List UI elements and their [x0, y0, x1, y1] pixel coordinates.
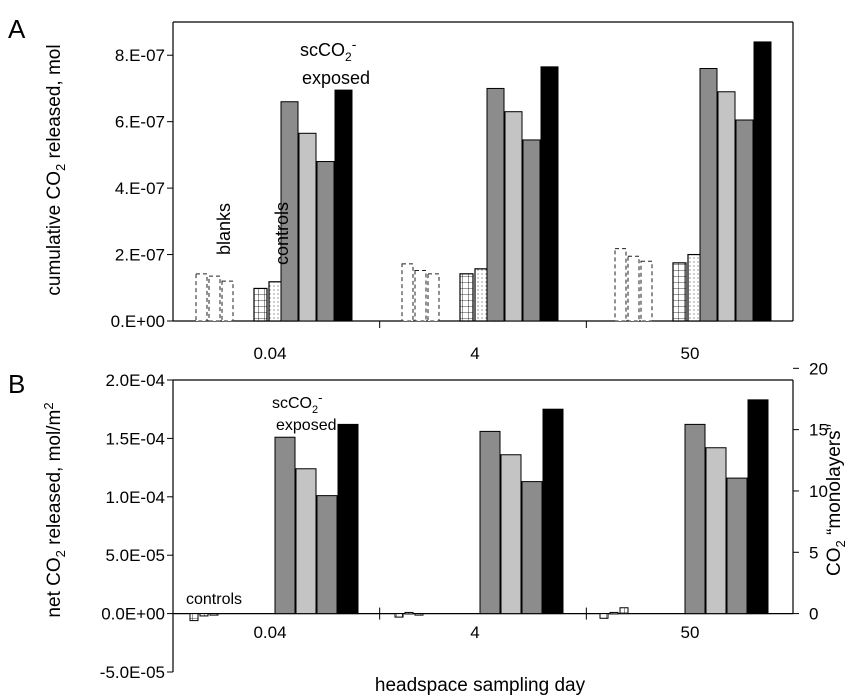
bar-control [209, 613, 219, 616]
bar-scco2-exposed [521, 481, 543, 615]
bar-blank [427, 273, 440, 322]
bar-scco2-exposed [316, 161, 335, 322]
bar-control [414, 613, 424, 616]
y-tick-label: 2.0E-04 [105, 371, 165, 390]
bar-scco2-exposed [486, 87, 505, 322]
x-axis-title: headspace sampling day [375, 675, 586, 696]
bar-blank [627, 255, 640, 322]
bar-control [394, 613, 404, 618]
bar-blank [640, 260, 653, 322]
x-tick-label: 0.04 [253, 623, 286, 642]
y2-tick-label: 15 [809, 421, 828, 440]
y-tick-label: 1.0E-04 [105, 488, 165, 507]
panel-b-label: B [8, 369, 25, 399]
annotation-controls: controls [272, 202, 292, 265]
annotation-exposed-line2: exposed [302, 68, 370, 88]
bar-control [189, 613, 199, 622]
bar-scco2-exposed [522, 139, 541, 322]
y-tick-label: -5.0E-05 [100, 663, 165, 682]
bar-scco2-exposed [705, 447, 727, 615]
bar-scco2-exposed [747, 399, 769, 615]
bar-blank [414, 270, 427, 322]
panel-a-label: A [8, 14, 26, 44]
bar-scco2-exposed [684, 423, 706, 615]
y-tick-label: 6.E-07 [115, 113, 165, 132]
bar-scco2-exposed [753, 41, 772, 322]
bar-scco2-exposed [504, 111, 523, 322]
bar-control [687, 253, 702, 322]
bar-scco2-exposed [479, 430, 501, 615]
annotation-exposed-line2: exposed [276, 417, 337, 434]
annotation-controls: controls [186, 591, 242, 608]
bar-scco2-exposed [334, 89, 353, 322]
y2-tick-label: 0 [809, 605, 818, 624]
bar-control [672, 262, 687, 322]
panel-b: B -5.0E-05 0.0E+00 5.0E-05 1.0E-04 1.5E-04 2.0… [8, 359, 848, 696]
bar-scco2-exposed [295, 468, 317, 615]
y-axis-title: net CO2 released, mol/m2 [41, 402, 68, 617]
y2-tick-label: 5 [809, 543, 818, 562]
annotation-blanks: blanks [214, 203, 234, 255]
y-tick-label: 4.E-07 [115, 179, 165, 198]
y-tick-label: 1.5E-04 [105, 429, 165, 448]
bar-control [599, 613, 609, 619]
bar-blank [195, 273, 208, 322]
bar-control [459, 273, 474, 322]
bar-scco2-exposed [699, 68, 718, 322]
bar-control [268, 281, 283, 322]
annotation-exposed-line1: scCO2- [272, 390, 322, 416]
bar-scco2-exposed [542, 408, 564, 615]
y2-tick-label: 10 [809, 482, 828, 501]
bar-control [253, 287, 268, 322]
bar-blank [208, 275, 221, 322]
x-tick-label: 4 [470, 344, 479, 363]
x-tick-label: 50 [681, 344, 700, 363]
y-tick-label: 0.0E+00 [101, 605, 165, 624]
y-tick-label: 2.E-07 [115, 246, 165, 265]
bar-control [404, 611, 414, 615]
bar-scco2-exposed [298, 132, 317, 322]
bar-blank [221, 280, 234, 322]
bar-scco2-exposed [316, 495, 338, 615]
y2-axis-title: CO2 “monolayers” [824, 424, 848, 576]
bar-control [619, 607, 629, 615]
bar-control [609, 611, 619, 615]
x-tick-label: 0.04 [253, 344, 286, 363]
bar-scco2-exposed [726, 477, 748, 615]
panel-a: A 0.E+00 2.E-07 4.E-07 6.E-07 8.E-07 0.04 4 50 cu… [8, 14, 794, 363]
y2-tick-label: 20 [809, 359, 828, 378]
x-tick-label: 4 [470, 623, 479, 642]
y-tick-label: 8.E-07 [115, 46, 165, 65]
bar-scco2-exposed [717, 91, 736, 322]
bar-scco2-exposed [540, 66, 559, 322]
y-axis-title: cumulative CO2 released, mol [44, 44, 68, 295]
y-tick-label: 5.0E-05 [105, 546, 165, 565]
x-tick-label: 50 [681, 623, 700, 642]
bar-control [474, 268, 489, 322]
bar-scco2-exposed [500, 454, 522, 615]
annotation-exposed-line1: scCO2- [300, 36, 357, 64]
y-tick-label: 0.E+00 [111, 312, 165, 331]
bar-scco2-exposed [274, 436, 296, 615]
bar-blank [401, 263, 414, 322]
bar-blank [614, 248, 627, 322]
bar-scco2-exposed [280, 101, 299, 322]
bar-scco2-exposed [735, 119, 754, 322]
bar-control [199, 613, 209, 617]
bar-scco2-exposed [337, 423, 359, 615]
